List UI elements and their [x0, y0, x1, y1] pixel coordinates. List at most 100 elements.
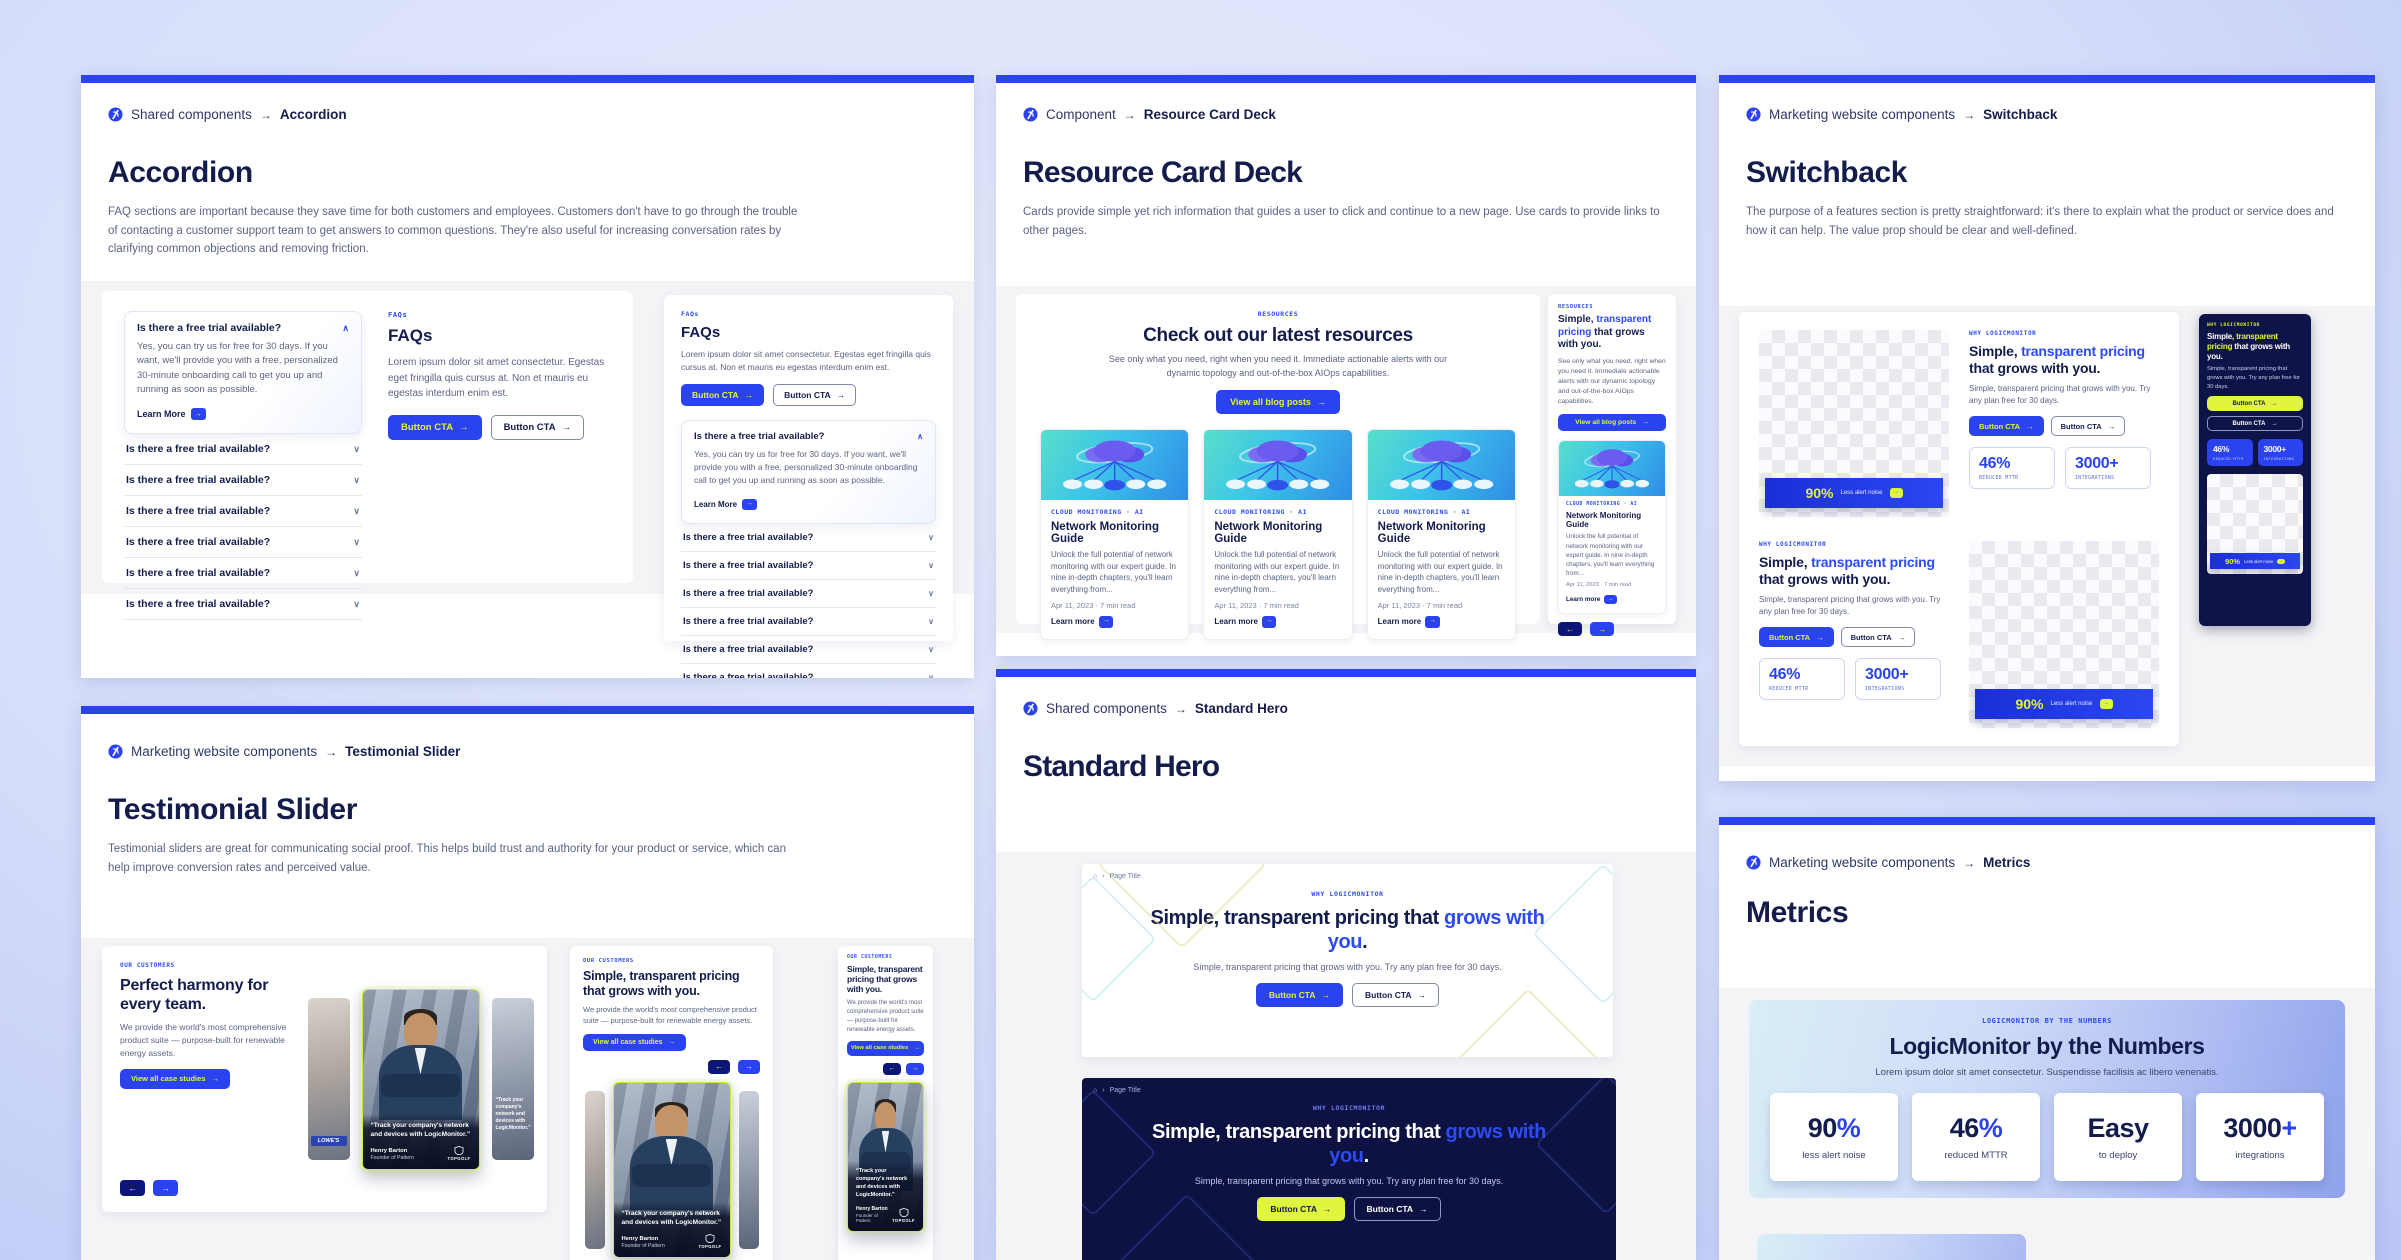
faq-item-expanded[interactable]: Is there a free trial available? ∧ Yes, … — [124, 311, 362, 434]
eyebrow-label: FAQs — [681, 310, 700, 318]
cloud-illustration — [1041, 430, 1189, 500]
learn-more-link[interactable]: Learn more → — [1566, 594, 1618, 605]
button-cta-secondary[interactable]: Button CTA → — [1353, 1197, 1441, 1221]
home-icon[interactable]: ⌂ — [1093, 873, 1098, 880]
button-cta-primary[interactable]: Button CTA → — [1759, 627, 1834, 648]
eyebrow-label: RESOURCES — [1558, 304, 1594, 310]
faq-answer: Yes, you can try us for free for 30 days… — [694, 449, 918, 485]
arrow-right-icon: → — [161, 1183, 170, 1193]
testimonial-variant-tablet: OUR CUSTOMERS Simple, transparent pricin… — [570, 946, 773, 1260]
page-testimonial-slider: Marketing website components → Testimoni… — [81, 706, 974, 1260]
button-cta-secondary[interactable]: Button CTA → — [773, 384, 857, 407]
stat-row: 90% less alert noise 46% reduced MTTR Ea… — [1749, 1093, 2345, 1181]
breadcrumb-section-link[interactable]: Component — [1046, 107, 1116, 122]
stat-value: 46% — [1949, 1113, 2003, 1143]
breadcrumb-section-link[interactable]: Shared components — [131, 107, 252, 122]
hero-body: Simple, transparent pricing that grows w… — [1194, 1176, 1504, 1186]
testimonial-text-block: OUR CUSTOMERS Perfect harmony for every … — [120, 962, 298, 1196]
learn-more-label: Learn more — [1566, 596, 1601, 604]
faq-item[interactable]: Is there a free trial available? ∨ — [124, 527, 362, 558]
stat-label: INTEGRATIONS — [2075, 476, 2115, 482]
next-button[interactable]: → — [153, 1180, 178, 1196]
breadcrumb-section-link[interactable]: Marketing website components — [131, 744, 318, 759]
breadcrumb-section-link[interactable]: Shared components — [1046, 701, 1167, 716]
faq-item[interactable]: Is there a free trial available? ∨ — [681, 636, 936, 664]
faq-answer: Yes, you can try us for free for 30 days… — [137, 341, 338, 395]
button-cta-primary[interactable]: Button CTA → — [1255, 983, 1343, 1007]
logicmonitor-logo-icon — [1746, 107, 1761, 122]
faq-question: Is there a free trial available? — [694, 431, 825, 443]
learn-more-link[interactable]: Learn More → — [694, 498, 757, 510]
faq-item[interactable]: Is there a free trial available? ∨ — [124, 558, 362, 589]
resource-card[interactable]: CLOUD MONITORING · AI Network Monitoring… — [1040, 429, 1190, 641]
breadcrumb: Shared components → Standard Hero — [1023, 701, 1669, 716]
chevron-down-icon: ∨ — [928, 644, 934, 654]
faq-item[interactable]: Is there a free trial available? ∨ — [681, 580, 936, 608]
button-cta-secondary[interactable]: Button CTA → — [1352, 983, 1440, 1007]
hero-breadcrumb-label: Page Title — [1109, 873, 1141, 880]
resource-card[interactable]: CLOUD MONITORING · AI Network Monitoring… — [1366, 429, 1516, 641]
button-cta-primary[interactable]: Button CTA → — [1969, 416, 2044, 437]
next-button[interactable]: → — [1590, 622, 1614, 637]
faq-item[interactable]: Is there a free trial available? ∨ — [681, 552, 936, 580]
arrow-right-icon: → — [2271, 420, 2278, 427]
next-button[interactable]: → — [906, 1062, 924, 1075]
home-icon[interactable]: ⌂ — [1093, 1087, 1098, 1094]
learn-more-link[interactable]: Learn more → — [1051, 616, 1114, 628]
chevron-down-icon: ∨ — [928, 532, 934, 542]
prev-button[interactable]: ← — [1558, 622, 1582, 637]
eyebrow-label: WHY LOGICMONITOR — [1759, 541, 1827, 548]
faq-item[interactable]: Is there a free trial available? ∨ — [681, 524, 936, 552]
eyebrow-label: LOGICMONITOR BY THE NUMBERS — [1982, 1017, 2112, 1025]
stat-value: 3000+ — [2223, 1113, 2297, 1143]
button-cta-secondary[interactable]: Button CTA → — [1840, 627, 1916, 648]
prev-button[interactable]: ← — [883, 1062, 901, 1075]
breadcrumb-current: Metrics — [1983, 855, 2031, 870]
page-resource-card-deck: Component → Resource Card Deck Resource … — [996, 75, 1696, 656]
metrics-desktop: LOGICMONITOR BY THE NUMBERS LogicMonitor… — [1749, 1000, 2345, 1198]
faq-item[interactable]: Is there a free trial available? ∨ — [124, 589, 362, 620]
shield-icon — [899, 1207, 908, 1217]
view-all-blog-posts-button[interactable]: View all blog posts → — [1558, 414, 1666, 432]
view-all-case-studies-button[interactable]: View all case studies → — [120, 1068, 230, 1089]
stat-label: REDUCED MTTR — [2213, 457, 2244, 462]
next-button[interactable]: → — [738, 1059, 760, 1074]
faq-item-expanded[interactable]: Is there a free trial available? ∧ Yes, … — [681, 420, 936, 524]
view-all-blog-posts-button[interactable]: View all blog posts → — [1216, 390, 1340, 414]
button-cta-primary[interactable]: Button CTA → — [681, 384, 765, 407]
button-cta-secondary[interactable]: Button CTA → — [490, 414, 585, 440]
prev-button[interactable]: ← — [708, 1059, 730, 1074]
hero-breadcrumb-label: Page Title — [1109, 1087, 1141, 1094]
resource-card[interactable]: CLOUD MONITORING · AI Network Monitoring… — [1558, 440, 1666, 615]
button-label: Button CTA — [2232, 400, 2266, 407]
faq-item[interactable]: Is there a free trial available? ∨ — [124, 465, 362, 496]
button-cta-primary[interactable]: Button CTA → — [1257, 1197, 1345, 1221]
page-description: Cards provide simple yet rich informatio… — [1023, 206, 1660, 237]
learn-more-link[interactable]: Learn more → — [1214, 616, 1277, 628]
button-cta-secondary[interactable]: Button CTA → — [2207, 416, 2303, 432]
faq-item[interactable]: Is there a free trial available? ∨ — [681, 664, 936, 678]
page-accordion: Shared components → Accordion Accordion … — [81, 75, 974, 678]
chevron-down-icon: ∨ — [928, 560, 934, 570]
button-label: Button CTA — [401, 421, 454, 433]
resource-card[interactable]: CLOUD MONITORING · AI Network Monitoring… — [1203, 429, 1353, 641]
learn-more-link[interactable]: Learn More → — [137, 407, 206, 421]
learn-more-link[interactable]: Learn more → — [1378, 616, 1440, 628]
faq-question: Is there a free trial available? — [683, 587, 814, 599]
button-cta-primary[interactable]: Button CTA → — [388, 414, 482, 440]
stat-row: 46% REDUCED MTTR 3000+ INTEGRATIONS — [1969, 447, 2159, 490]
faq-item[interactable]: Is there a free trial available? ∨ — [124, 434, 362, 465]
button-cta-secondary[interactable]: Button CTA → — [2050, 416, 2126, 437]
button-cta-primary[interactable]: Button CTA → — [2207, 396, 2303, 412]
prev-button[interactable]: ← — [120, 1180, 145, 1196]
breadcrumb-section-link[interactable]: Marketing website components — [1769, 855, 1956, 870]
arrow-right-icon: → — [1889, 488, 1903, 498]
view-all-case-studies-button[interactable]: View all case studies → — [583, 1033, 686, 1051]
breadcrumb-section-link[interactable]: Marketing website components — [1769, 107, 1956, 122]
faq-item[interactable]: Is there a free trial available? ∨ — [124, 496, 362, 527]
page-accent-bar — [1719, 75, 2375, 83]
chevron-down-icon: ∨ — [353, 598, 360, 609]
faq-item[interactable]: Is there a free trial available? ∨ — [681, 608, 936, 636]
view-all-case-studies-button[interactable]: View all case studies → — [847, 1040, 924, 1056]
cloud-illustration — [1204, 430, 1352, 500]
